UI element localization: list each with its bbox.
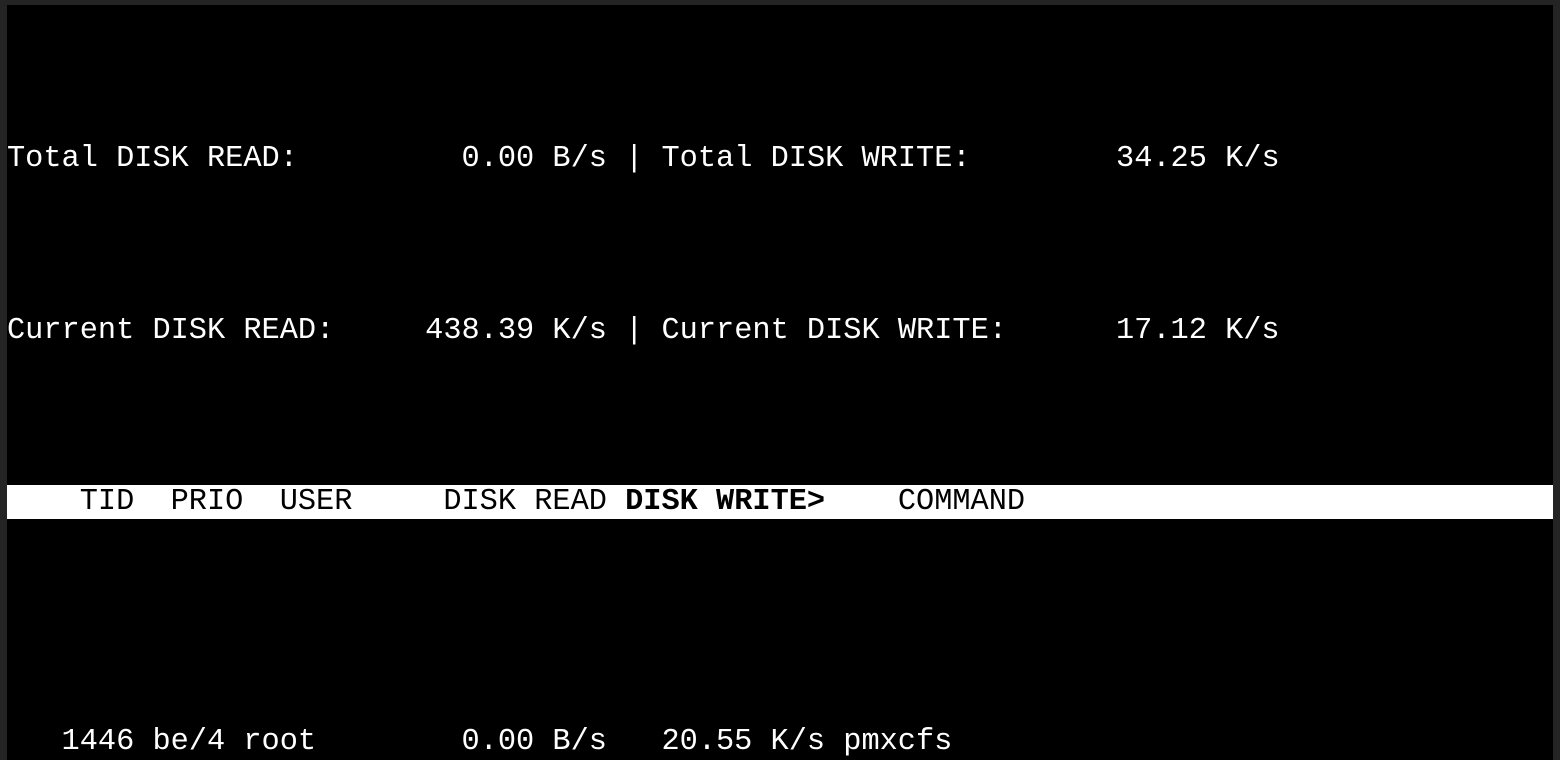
total-disk-summary-line: Total DISK READ: 0.00 B/s | Total DISK WRIT…: [7, 142, 1553, 176]
cell-disk-read: 0.00 B/s: [461, 725, 607, 760]
cell-command: pmxcfs: [843, 725, 953, 760]
current-disk-write-value: 17.12 K/s: [1115, 313, 1280, 348]
summary-separator: |: [625, 142, 644, 177]
summary-separator: |: [625, 313, 644, 348]
total-disk-read-label: Total DISK READ:: [7, 142, 298, 177]
header-user: USER: [279, 485, 353, 520]
terminal-screen[interactable]: Total DISK READ: 0.00 B/s | Total DISK WRIT…: [7, 5, 1553, 760]
current-disk-write-label: Current DISK WRITE:: [661, 313, 1007, 348]
header-disk-write-sorted[interactable]: DISK WRITE>: [625, 485, 826, 520]
cell-user: root: [243, 725, 317, 760]
cell-disk-write: 20.55 K/s: [661, 725, 826, 760]
header-command[interactable]: COMMAND: [897, 485, 1026, 520]
total-disk-write-value: 34.25 K/s: [1116, 142, 1280, 177]
cell-tid: 1446: [61, 725, 135, 760]
total-disk-write-label: Total DISK WRITE:: [661, 142, 971, 177]
current-disk-summary-line: Current DISK READ: 438.39 K/s | Current DIS…: [7, 314, 1553, 348]
current-disk-read-label: Current DISK READ:: [7, 313, 335, 348]
cell-prio: be/4: [152, 725, 226, 760]
header-prio: PRIO: [170, 485, 244, 520]
table-header-row: TID PRIO USER DISK READ DISK WRITE> COMMAND: [7, 485, 1553, 520]
header-disk-read[interactable]: DISK READ: [443, 485, 607, 520]
total-disk-read-value: 0.00 B/s: [461, 142, 607, 177]
current-disk-read-value: 438.39 K/s: [425, 313, 607, 348]
process-row: 1446 be/4 root 0.00 B/s 20.55 K/s pmxcfs: [7, 725, 1553, 759]
header-tid: TID: [79, 485, 135, 520]
